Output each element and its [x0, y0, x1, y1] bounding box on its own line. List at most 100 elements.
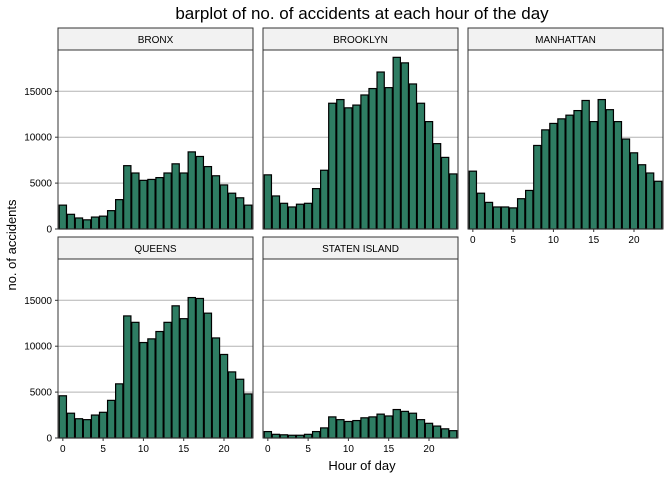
bar [235, 197, 245, 230]
bar [408, 83, 418, 230]
bar [303, 202, 313, 230]
x-axis-title: Hour of day [328, 458, 396, 473]
strip-label: QUEENS [134, 244, 177, 255]
panel-border [262, 258, 459, 439]
bar [123, 315, 132, 439]
bar [440, 156, 450, 230]
bar [352, 104, 361, 230]
y-tick-label: 15000 [24, 296, 52, 307]
panel-staten-island: STATEN ISLAND 0 5 10 15 20 [262, 236, 459, 455]
bar [131, 321, 140, 439]
bar [344, 420, 353, 439]
bar [58, 204, 68, 230]
bar [400, 62, 410, 230]
bar [384, 415, 393, 439]
bar [589, 120, 598, 230]
bar [303, 433, 313, 439]
bar [360, 94, 369, 230]
bar [163, 172, 172, 230]
bar [637, 164, 647, 230]
bar [645, 172, 655, 230]
bar [58, 395, 68, 439]
bar [311, 430, 321, 439]
x-tick-label: 0 [60, 444, 66, 455]
bar [400, 410, 410, 439]
bar [235, 378, 245, 439]
bar [66, 213, 76, 230]
y-tick-label: 15000 [24, 87, 52, 98]
y-tick-label: 10000 [24, 133, 52, 144]
y-tick-label: 0 [46, 434, 52, 445]
bar [171, 163, 180, 230]
panel-bronx: BRONX 0 5000 10000 15000 [24, 27, 254, 236]
bar [271, 433, 281, 439]
bar [320, 427, 329, 439]
bar [295, 203, 305, 230]
x-tick-label: 10 [138, 444, 150, 455]
bar [106, 210, 116, 230]
bar [243, 393, 253, 439]
bar [605, 109, 615, 230]
bar [320, 169, 329, 230]
bar [287, 206, 297, 230]
bar [416, 102, 426, 230]
bar [492, 206, 502, 230]
bar [516, 198, 526, 230]
bar [432, 143, 442, 230]
chart-title: barplot of no. of accidents at each hour… [175, 4, 549, 23]
bar [541, 129, 550, 230]
x-tick-label: 0 [265, 444, 271, 455]
x-tick-label: 10 [548, 235, 560, 246]
x-tick-label: 5 [305, 444, 311, 455]
bar [115, 199, 124, 230]
bar [432, 425, 442, 439]
bar [565, 114, 574, 230]
bar [311, 188, 321, 230]
bar [271, 195, 281, 230]
bar [368, 416, 377, 439]
strip-label: BROOKLYN [333, 35, 388, 46]
bar [468, 170, 478, 230]
panel-border [467, 49, 664, 230]
bar [227, 192, 237, 230]
bar [597, 98, 606, 230]
bar [448, 430, 458, 439]
y-tick-label: 0 [46, 225, 52, 236]
bar [508, 207, 518, 230]
bar [279, 202, 289, 230]
bar [581, 99, 590, 230]
bar [155, 330, 164, 439]
x-tick-label: 15 [178, 444, 190, 455]
bar [187, 151, 196, 230]
bar [131, 172, 140, 230]
bar [557, 118, 566, 230]
bar [573, 109, 582, 230]
bar [227, 371, 237, 439]
x-tick-label: 5 [100, 444, 106, 455]
bar [195, 155, 205, 230]
strip-label: MANHATTAN [535, 35, 596, 46]
bar [211, 175, 221, 230]
x-tick-label: 0 [470, 235, 476, 246]
bar [139, 179, 148, 230]
bar [376, 413, 385, 439]
bar [98, 215, 108, 230]
bar [352, 419, 361, 439]
panel-queens: QUEENS 0 5000 10000 15000 0 5 10 15 20 [24, 236, 254, 455]
bar [263, 430, 273, 439]
strip-label: BRONX [138, 35, 174, 46]
bar [98, 411, 108, 439]
bar [629, 152, 639, 230]
bar [90, 216, 100, 230]
bar [336, 419, 345, 439]
bar [368, 87, 377, 230]
bar [328, 102, 337, 230]
bar [448, 173, 458, 230]
bar [416, 419, 426, 439]
bar [408, 412, 418, 439]
bar [74, 217, 84, 230]
bar [384, 87, 393, 230]
bar [171, 305, 180, 439]
